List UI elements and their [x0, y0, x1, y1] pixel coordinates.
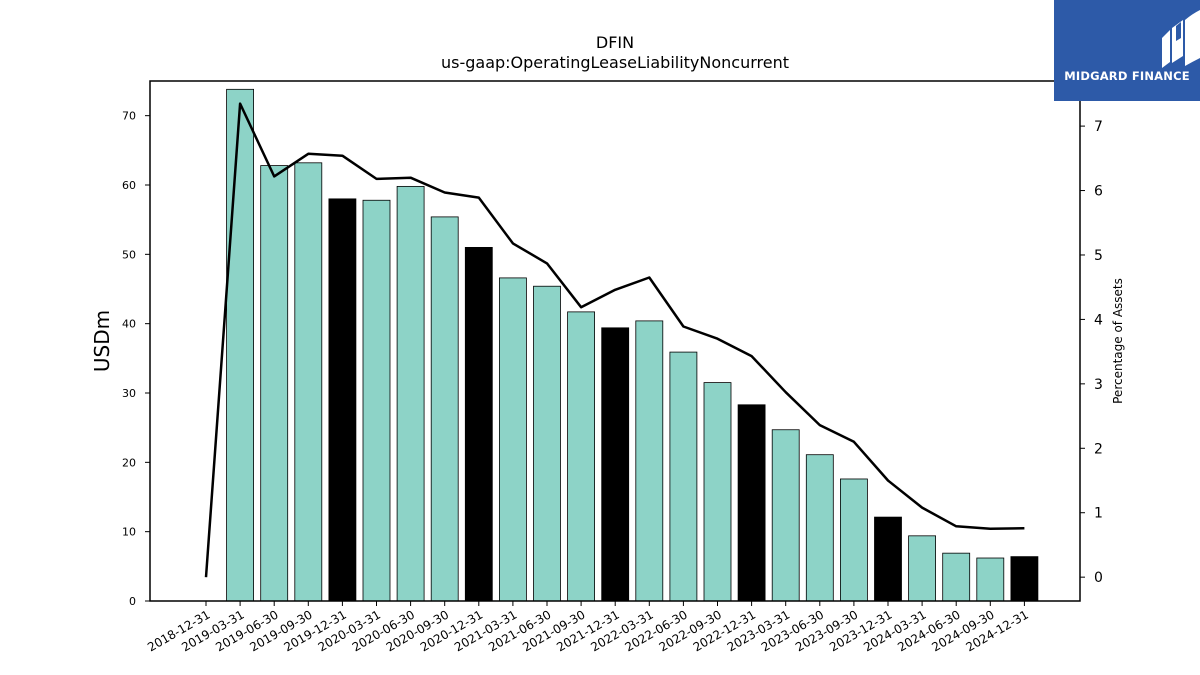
bar — [942, 552, 971, 602]
bar — [601, 327, 630, 602]
y2-axis-label: Percentage of Assets — [1111, 278, 1125, 404]
bar — [533, 285, 561, 602]
bar — [874, 516, 902, 602]
y2-tick-label: 0 — [1094, 570, 1103, 586]
line-series-layer — [204, 102, 1025, 578]
chart-title: DFIN — [596, 33, 634, 52]
bar — [635, 320, 664, 602]
chart-subtitle: us-gaap:OperatingLeaseLiabilityNoncurren… — [441, 53, 789, 72]
y-tick-label: 20 — [122, 456, 136, 469]
bar — [669, 351, 698, 602]
y-axis-label: USDm — [90, 310, 114, 372]
bar — [703, 382, 732, 602]
bar — [840, 478, 868, 602]
bar — [430, 216, 459, 602]
bar — [396, 185, 425, 602]
line-series — [204, 102, 1025, 578]
bar — [771, 429, 800, 602]
bar — [226, 88, 255, 602]
y-tick-label: 40 — [122, 318, 136, 331]
bar — [328, 198, 357, 602]
bar — [1010, 556, 1039, 602]
midgard-logo-icon — [1162, 10, 1200, 68]
logo-text: MIDGARD FINANCE — [1064, 69, 1190, 83]
bar — [908, 535, 936, 602]
y2-tick-label: 6 — [1094, 184, 1103, 200]
bar — [805, 454, 834, 602]
y2-tick-label: 4 — [1094, 312, 1103, 328]
bar — [294, 162, 323, 602]
y2-tick-label: 1 — [1094, 506, 1103, 522]
y2-tick-label: 7 — [1094, 119, 1103, 135]
bar — [260, 165, 289, 602]
bar — [976, 557, 1005, 602]
bar — [737, 404, 766, 602]
bar — [464, 246, 493, 602]
bar — [498, 277, 527, 602]
bar — [567, 311, 595, 602]
bar — [362, 199, 391, 602]
y-tick-label: 30 — [122, 387, 136, 400]
bar-series — [226, 88, 1039, 602]
y2-tick-label: 3 — [1094, 377, 1103, 393]
y-tick-label: 50 — [122, 248, 136, 261]
y2-tick-label: 2 — [1094, 441, 1103, 457]
y-tick-label: 0 — [129, 595, 136, 608]
y-tick-label: 10 — [122, 526, 136, 539]
y2-tick-label: 5 — [1094, 248, 1103, 264]
y-tick-label: 70 — [122, 110, 136, 123]
midgard-finance-logo: MIDGARD FINANCE — [1054, 0, 1200, 101]
y-tick-label: 60 — [122, 179, 136, 192]
